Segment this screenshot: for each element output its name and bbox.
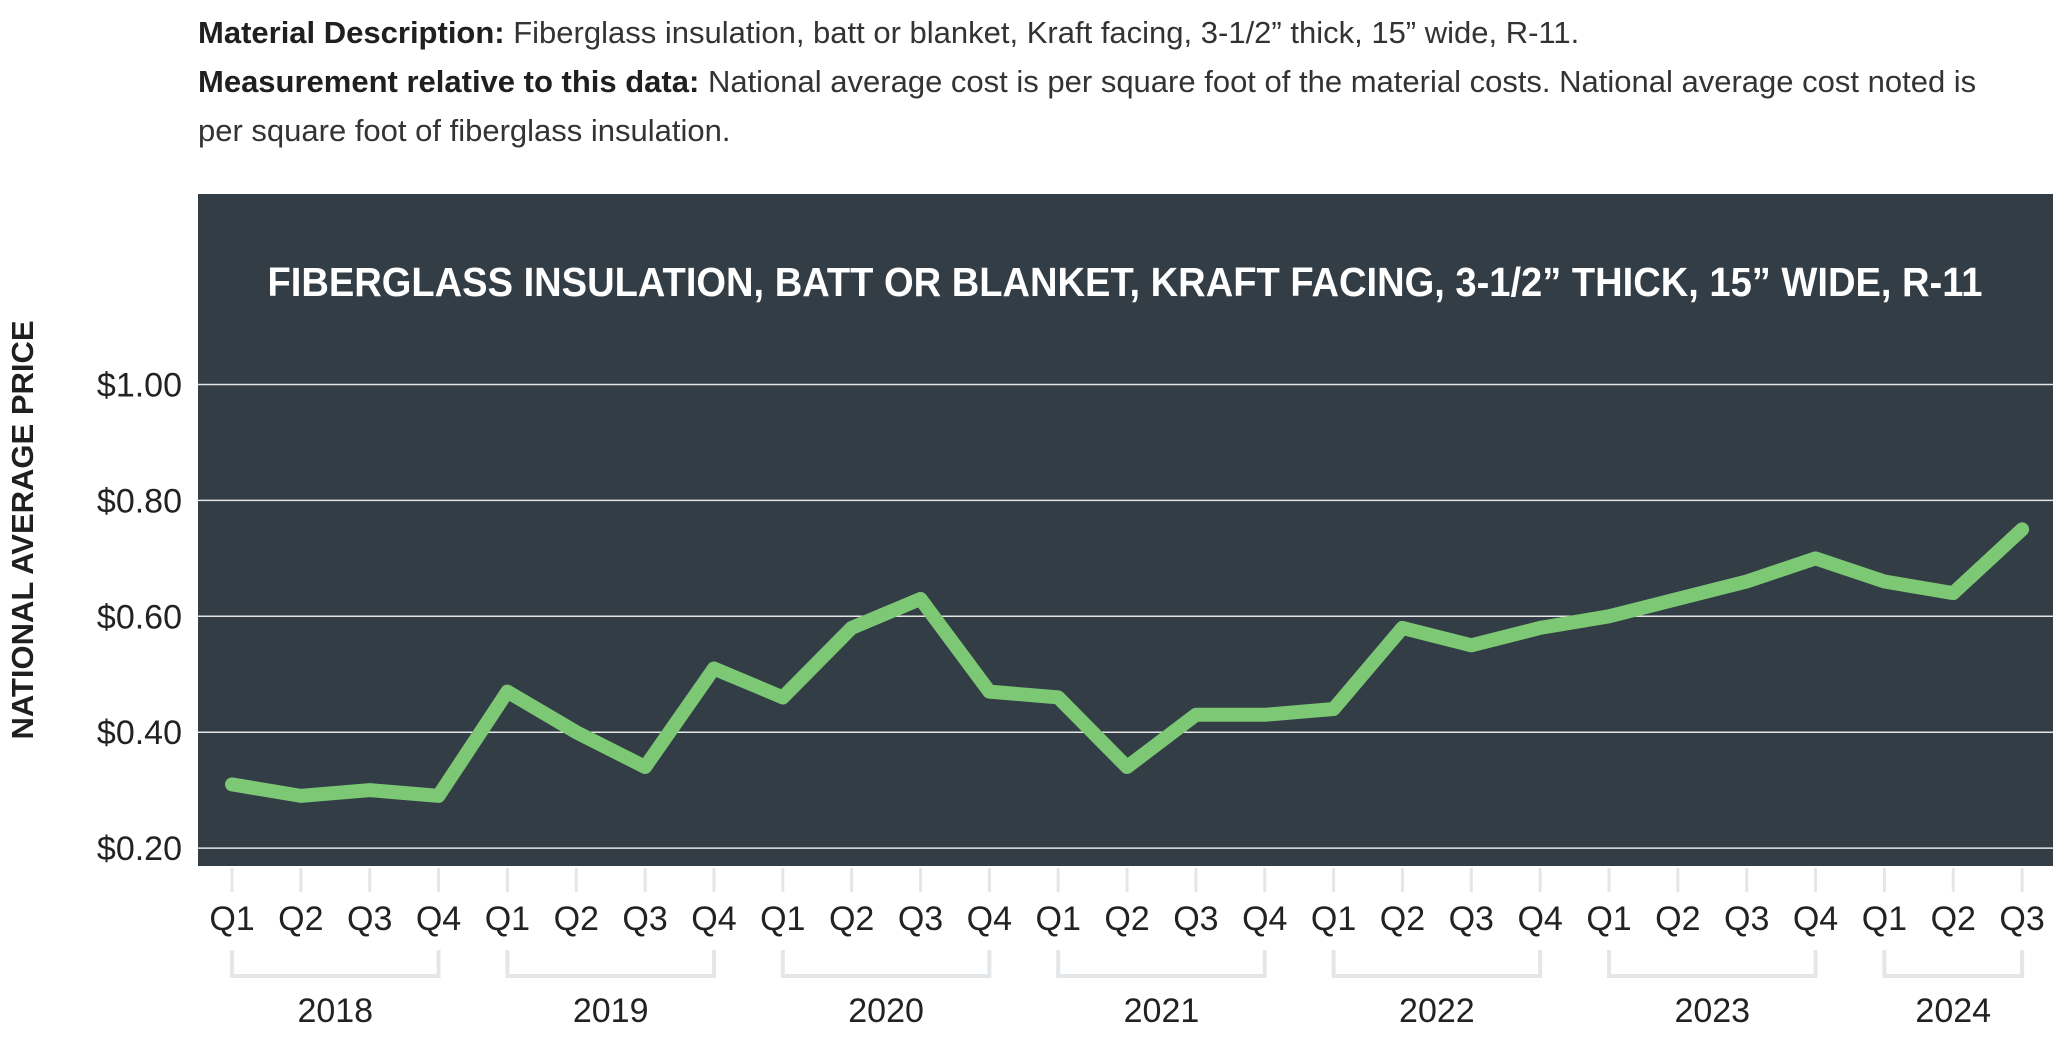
year-label: 2022 [1399, 992, 1475, 1030]
year-brackets: 2018 2019 2020 2021 2022 2023 2024 [230, 950, 2025, 1030]
x-tick-label: Q1 [209, 900, 254, 938]
x-tick-label: Q3 [898, 900, 943, 938]
description-block: Material Description: Fiberglass insulat… [198, 8, 2028, 155]
x-tick-label: Q2 [829, 900, 874, 938]
material-description-label: Material Description: [198, 15, 505, 50]
x-tick-label: Q4 [416, 900, 461, 938]
gridlines [198, 383, 2053, 849]
year-label: 2020 [848, 992, 924, 1030]
year-label: 2024 [1915, 992, 1991, 1030]
x-tick-label: Q2 [554, 900, 599, 938]
measurement-description: Measurement relative to this data: Natio… [198, 57, 2028, 155]
year-bracket [1056, 950, 1267, 978]
material-description-text: Fiberglass insulation, batt or blanket, … [504, 15, 1580, 50]
year-label: 2018 [297, 992, 373, 1030]
x-tick-label: Q1 [1036, 900, 1081, 938]
chart-panel [198, 194, 2053, 866]
x-tick-label: Q2 [1380, 900, 1425, 938]
x-tick-label: Q2 [1655, 900, 1700, 938]
y-tick-label: $0.40 [97, 714, 182, 752]
y-tick-label: $0.60 [97, 598, 182, 636]
x-tick-label: Q3 [1449, 900, 1494, 938]
year-bracket [505, 950, 716, 978]
year-bracket [1882, 950, 2025, 978]
x-tick-label: Q1 [760, 900, 805, 938]
y-tick-label: $0.80 [97, 482, 182, 520]
x-tick-label: Q3 [622, 900, 667, 938]
x-tick-label: Q1 [1311, 900, 1356, 938]
x-tick-label: Q3 [1999, 900, 2044, 938]
x-axis-ticks: Q1 Q2 Q3 Q4 Q1 Q2 Q3 Q4 Q1 Q2 Q3 Q4 Q1 Q2 Q3 Q4 Q1 Q2 Q3 Q4… [209, 868, 2045, 938]
measurement-description-text: National average cost is per square foot… [198, 64, 1977, 148]
x-tick-label: Q1 [485, 900, 530, 938]
year-label: 2021 [1124, 992, 1200, 1030]
x-tick-label: Q3 [347, 900, 392, 938]
x-tick-label: Q1 [1586, 900, 1631, 938]
y-tick-label: $0.20 [97, 830, 182, 868]
measurement-description-label: Measurement relative to this data: [198, 64, 700, 99]
year-bracket [1607, 950, 1818, 978]
y-tick-label: $1.00 [97, 367, 182, 405]
series-line [225, 522, 2030, 803]
year-bracket [780, 950, 992, 978]
x-tick-label: Q4 [1242, 900, 1287, 938]
x-tick-label: Q4 [1517, 900, 1562, 938]
y-axis-label: NATIONAL AVERAGE PRICE [5, 320, 40, 739]
x-tick-label: Q4 [1793, 900, 1838, 938]
x-tick-label: Q4 [967, 900, 1012, 938]
y-axis-ticks: $1.00 $0.80 $0.60 $0.40 $0.20 [97, 367, 182, 869]
x-tick-label: Q2 [1104, 900, 1149, 938]
year-label: 2023 [1674, 992, 1750, 1030]
x-tick-label: Q2 [1931, 900, 1976, 938]
x-tick-label: Q1 [1862, 900, 1907, 938]
chart-title: FIBERGLASS INSULATION, BATT OR BLANKET, … [268, 259, 1983, 305]
x-tick-label: Q4 [691, 900, 736, 938]
material-description: Material Description: Fiberglass insulat… [198, 8, 2028, 57]
year-bracket [230, 950, 441, 978]
x-tick-label: Q3 [1724, 900, 1769, 938]
x-tick-label: Q3 [1173, 900, 1218, 938]
year-bracket [1331, 950, 1543, 978]
x-tick-label: Q2 [278, 900, 323, 938]
year-label: 2019 [573, 992, 649, 1030]
